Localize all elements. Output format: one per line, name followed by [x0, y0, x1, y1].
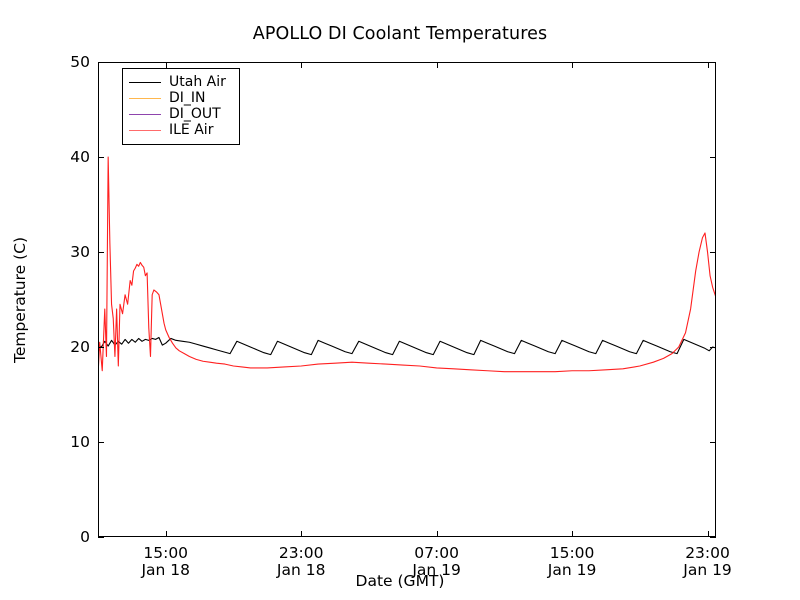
legend-label: Utah Air	[169, 74, 226, 90]
x-tick-mark	[436, 531, 438, 537]
x-tick-mark	[572, 62, 574, 68]
y-tick-mark	[98, 347, 104, 348]
y-tick-mark	[710, 252, 716, 253]
x-tick-date: Jan 19	[547, 560, 597, 579]
x-tick-date: Jan 18	[141, 560, 190, 579]
y-tick-label: 30	[70, 243, 90, 261]
y-tick-mark	[98, 252, 104, 253]
data-series-layer	[98, 156, 716, 377]
x-tick-mark	[436, 62, 438, 68]
y-tick-mark	[710, 347, 716, 348]
series-line	[98, 336, 716, 356]
x-tick-mark	[165, 531, 167, 537]
y-tick-mark	[98, 537, 104, 538]
legend-color-swatch	[129, 113, 161, 115]
x-tick-date: Jan 19	[412, 560, 461, 579]
x-tick-mark	[707, 531, 709, 537]
y-tick-mark	[98, 157, 104, 158]
legend-label: DI_IN	[169, 90, 206, 106]
x-tick-mark	[301, 531, 303, 537]
legend-color-swatch	[129, 81, 161, 83]
x-tick-mark	[165, 62, 167, 68]
x-tick-date: Jan 19	[683, 560, 732, 579]
y-tick-label: 50	[70, 53, 90, 71]
x-tick-label: 23:00 Jan 18	[241, 545, 361, 578]
y-tick-label: 20	[70, 338, 90, 356]
x-axis-label: Date (GMT)	[355, 572, 445, 590]
legend-label: ILE Air	[169, 122, 214, 138]
y-tick-label: 10	[70, 433, 90, 451]
y-tick-mark	[710, 537, 716, 538]
y-tick-mark	[98, 62, 104, 63]
y-tick-mark	[710, 157, 716, 158]
legend-item: Utah Air	[123, 74, 239, 90]
x-tick-label: 07:00 Jan 19	[377, 545, 497, 578]
y-tick-label: 40	[70, 148, 90, 166]
x-tick-date: Jan 18	[276, 560, 326, 579]
x-tick-label: 15:00 Jan 19	[512, 545, 632, 578]
legend-color-swatch	[129, 97, 161, 99]
series-line	[98, 156, 716, 377]
x-tick-time: 23:00	[278, 544, 324, 562]
y-tick-label: 0	[80, 528, 90, 546]
x-tick-time: 15:00	[549, 544, 595, 562]
x-tick-time: 15:00	[143, 544, 189, 562]
chart-title: APOLLO DI Coolant Temperatures	[252, 24, 548, 44]
x-tick-label: 23:00 Jan 19	[648, 545, 768, 578]
x-tick-label: 15:00 Jan 18	[106, 545, 226, 578]
legend-label: DI_OUT	[169, 106, 221, 122]
legend-item: ILE Air	[123, 122, 239, 138]
legend-item: DI_OUT	[123, 106, 239, 122]
x-tick-time: 07:00	[414, 544, 459, 562]
y-tick-mark	[98, 442, 104, 443]
y-tick-mark	[710, 442, 716, 443]
y-axis-label: Temperature (C)	[11, 236, 29, 364]
y-tick-mark	[710, 62, 716, 63]
x-tick-mark	[707, 62, 709, 68]
legend-item: DI_IN	[123, 90, 239, 106]
legend: Utah Air DI_IN DI_OUT ILE Air	[122, 68, 240, 145]
x-tick-time: 23:00	[685, 544, 730, 562]
legend-color-swatch	[129, 129, 161, 131]
x-tick-mark	[301, 62, 303, 68]
x-tick-mark	[572, 531, 574, 537]
